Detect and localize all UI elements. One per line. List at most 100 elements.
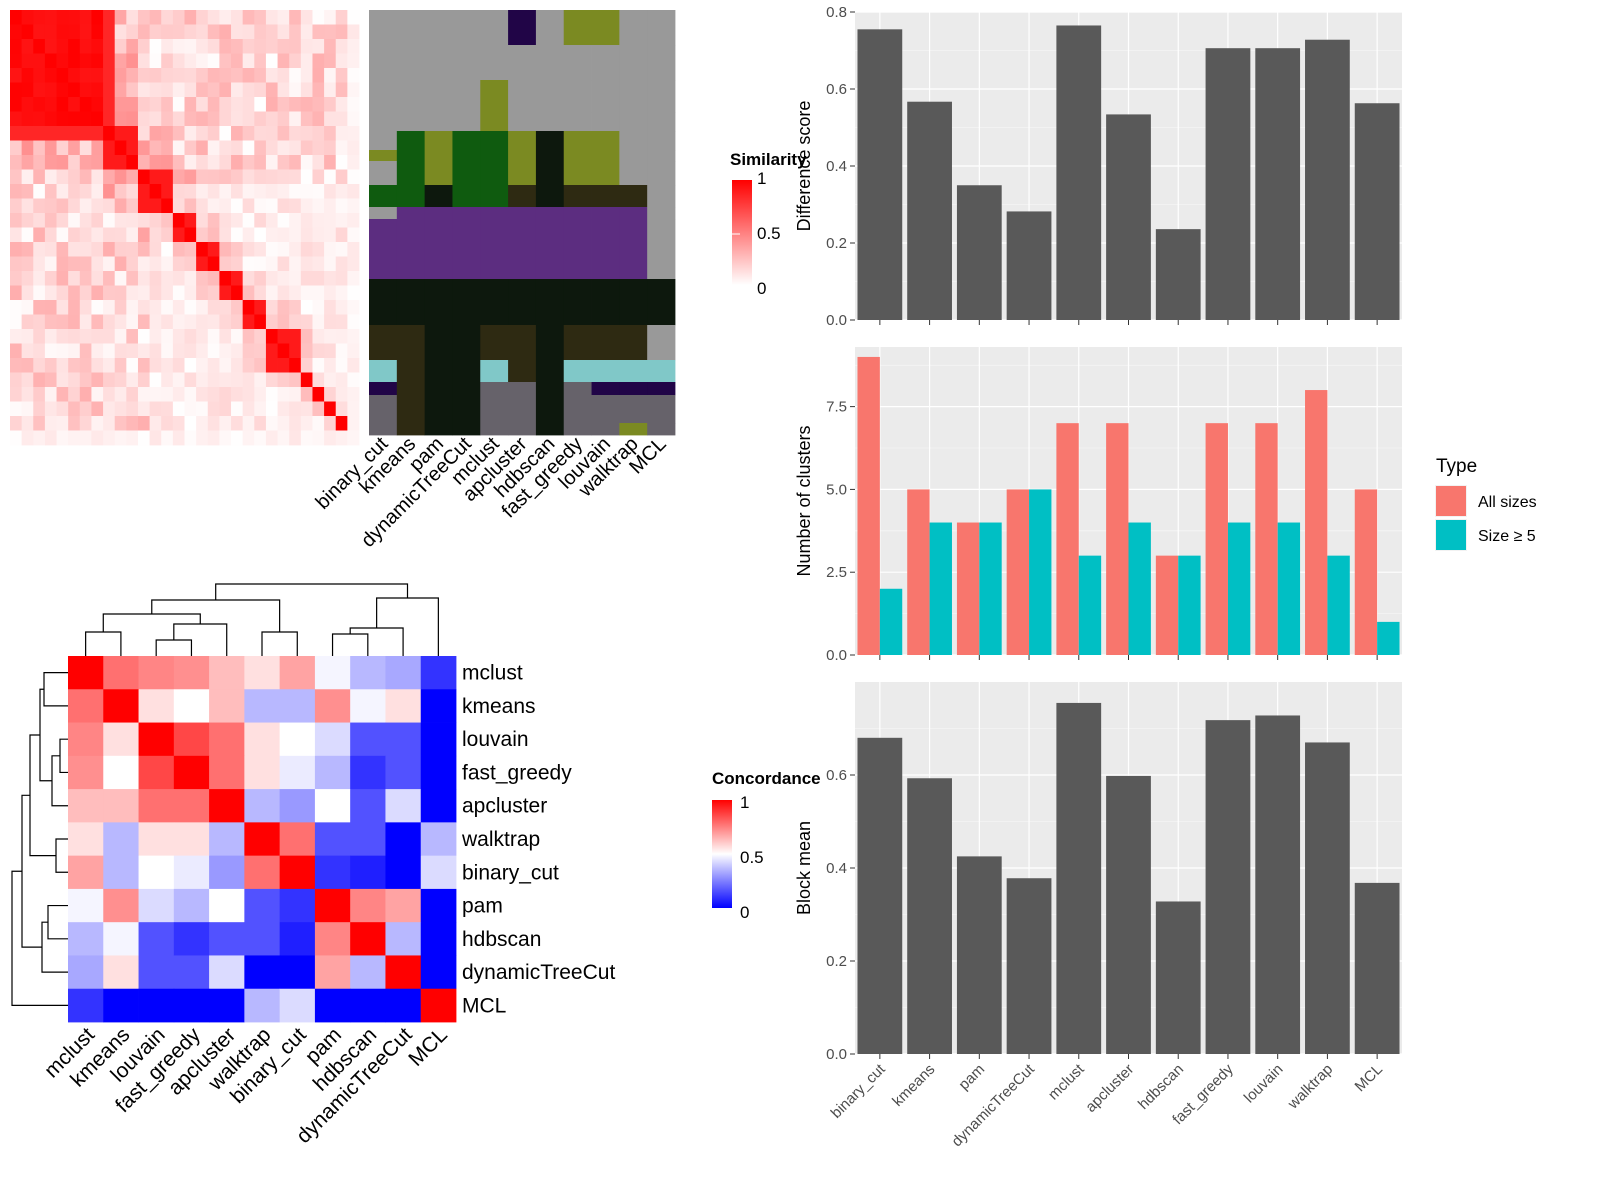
similarity-cell <box>137 401 150 417</box>
similarity-cell <box>10 97 23 112</box>
similarity-cell <box>68 82 81 98</box>
legend-key <box>1436 520 1466 550</box>
bar-size-ge-5 <box>1327 555 1350 655</box>
similarity-cell <box>312 358 325 373</box>
concordance-cell <box>420 922 457 956</box>
similarity-cell <box>231 300 244 315</box>
similarity-cell <box>196 387 209 402</box>
similarity-cell <box>126 68 139 83</box>
similarity-cell <box>114 82 127 98</box>
similarity-cell <box>68 155 81 170</box>
assignment-cell <box>591 45 620 81</box>
similarity-cell <box>68 329 81 344</box>
assignment-cell <box>563 395 592 424</box>
similarity-cell <box>231 213 244 228</box>
similarity-cell <box>254 271 267 286</box>
concordance-cell <box>244 755 281 790</box>
similarity-cell <box>277 285 290 301</box>
similarity-cell <box>44 285 57 301</box>
concordance-cell <box>314 955 351 990</box>
similarity-cell <box>137 300 150 315</box>
concordance-cell <box>244 689 281 723</box>
similarity-cell <box>33 343 46 359</box>
assignment-cell <box>369 325 398 361</box>
similarity-cell <box>196 358 209 373</box>
similarity-cell <box>68 314 81 330</box>
assignment-cell <box>508 382 537 396</box>
similarity-cell <box>114 329 127 344</box>
similarity-cell <box>114 372 127 388</box>
similarity-cell <box>254 343 267 359</box>
similarity-cell <box>196 271 209 286</box>
concordance-cell <box>209 955 245 990</box>
similarity-cell <box>91 314 104 330</box>
assignment-cell <box>396 112 426 132</box>
similarity-cell <box>114 68 127 83</box>
similarity-cell <box>68 387 81 402</box>
similarity-cell <box>68 111 81 127</box>
assignment-cell <box>396 161 426 186</box>
similarity-cell <box>79 343 92 359</box>
similarity-cell <box>207 358 220 373</box>
similarity-cell <box>242 111 255 127</box>
row-label: hdbscan <box>462 928 541 951</box>
similarity-cell <box>300 372 313 388</box>
similarity-cell <box>91 184 104 199</box>
similarity-cell <box>137 184 150 199</box>
similarity-cell <box>126 387 139 402</box>
similarity-cell <box>300 387 313 402</box>
similarity-cell <box>289 300 302 315</box>
concordance-cell <box>173 922 210 956</box>
legend-key <box>1436 486 1466 516</box>
concordance-cell <box>350 722 386 757</box>
similarity-cell <box>44 300 57 315</box>
concordance-cell <box>68 955 104 990</box>
similarity-cell <box>149 314 162 330</box>
similarity-cell <box>265 169 278 185</box>
similarity-cell <box>335 140 348 156</box>
concordance-cell <box>103 755 139 790</box>
similarity-cell <box>265 271 278 286</box>
similarity-cell <box>289 329 302 344</box>
concordance-cell <box>420 822 457 857</box>
similarity-cell <box>254 10 267 25</box>
y-tick-label: 0.2 <box>826 235 847 252</box>
similarity-cell <box>324 242 337 257</box>
similarity-cell <box>300 329 313 344</box>
similarity-cell <box>300 82 313 98</box>
assignment-cell <box>480 131 509 151</box>
similarity-cell <box>126 285 139 301</box>
similarity-cell <box>21 329 34 344</box>
similarity-cell <box>33 184 46 199</box>
similarity-cell <box>347 184 360 199</box>
similarity-cell <box>126 82 139 98</box>
column-dendrogram-branch <box>349 627 404 656</box>
concordance-cell <box>350 689 386 723</box>
y-tick-label: 7.5 <box>826 399 847 416</box>
row-dendrogram-branch <box>59 738 68 774</box>
similarity-cell <box>196 111 209 127</box>
difference-score-panel: 0.0 0.2 0.4 0.6 0.8 Difference score <box>794 4 1402 329</box>
bar <box>857 29 903 320</box>
similarity-cell <box>161 285 174 301</box>
similarity-cell <box>149 329 162 344</box>
similarity-cell <box>149 372 162 388</box>
similarity-cell <box>347 314 360 330</box>
similarity-cell <box>242 343 255 359</box>
similarity-cell <box>277 372 290 388</box>
similarity-cell <box>161 343 174 359</box>
similarity-cell <box>149 39 162 54</box>
similarity-cell <box>103 401 116 417</box>
concordance-cell <box>279 988 316 1023</box>
assignment-cell <box>563 161 592 186</box>
similarity-cell <box>172 285 185 301</box>
similarity-cell <box>196 242 209 257</box>
similarity-cell <box>172 213 185 228</box>
concordance-cell <box>138 888 175 923</box>
bar <box>1205 720 1251 1054</box>
concordance-cell <box>314 789 351 823</box>
similarity-cell <box>161 97 174 112</box>
concordance-cell <box>209 988 245 1023</box>
similarity-cell <box>33 213 46 228</box>
similarity-cell <box>242 126 255 141</box>
